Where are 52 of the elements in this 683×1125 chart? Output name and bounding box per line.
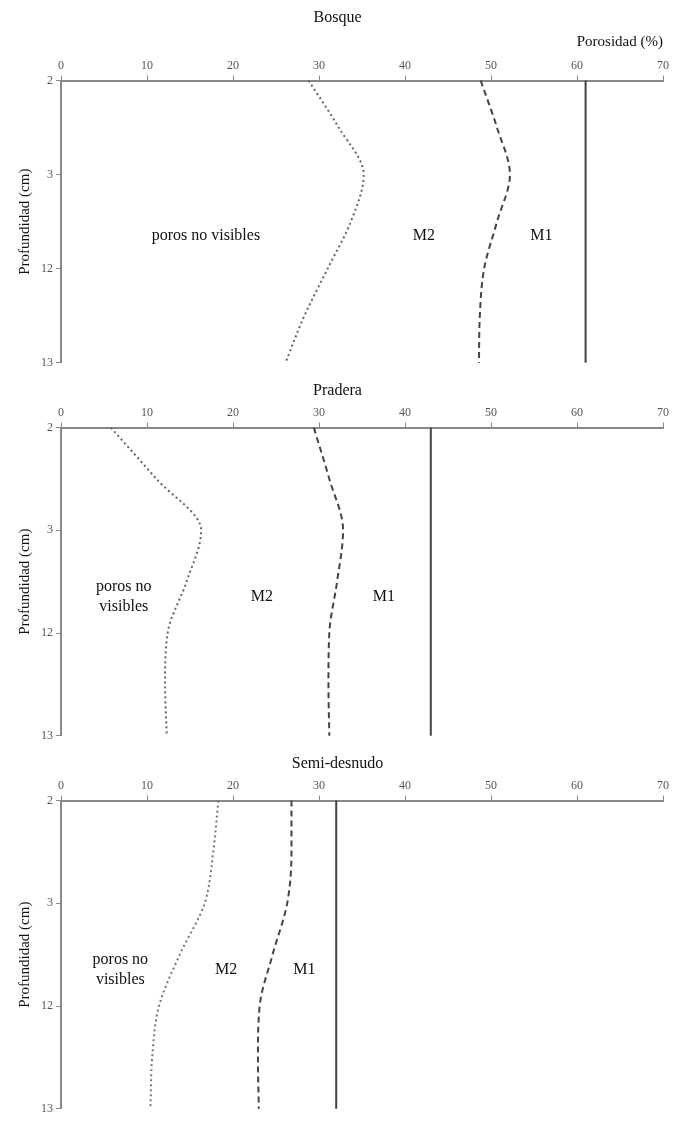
annotation: M2 [250, 587, 273, 605]
y-tick-label: 12 [41, 260, 53, 275]
y-tick-label: 3 [47, 166, 53, 181]
annotation: M1 [530, 226, 553, 244]
y-tick-label: 13 [41, 727, 53, 742]
x-tick-label: 60 [571, 777, 583, 792]
y-tick-label: 13 [41, 1100, 53, 1115]
annotation: poros no visibles [151, 226, 261, 245]
x-tick-label: 10 [141, 777, 153, 792]
x-tick-label: 0 [58, 777, 64, 792]
y-tick-label: 13 [41, 354, 53, 369]
y-axis-title: Profundidad (cm) [15, 528, 33, 635]
y-tick-label: 2 [47, 792, 53, 807]
y-tick-label: 12 [41, 625, 53, 640]
y-tick-label: 2 [47, 72, 53, 87]
x-tick-label: 40 [399, 777, 411, 792]
chart-title: Semi-desnudo [291, 753, 384, 771]
x-tick-label: 50 [485, 777, 497, 792]
annotation: poros no visibles [92, 950, 149, 988]
y-tick-label: 12 [41, 998, 53, 1013]
x-tick-label: 20 [227, 57, 239, 72]
x-tick-label: 30 [313, 777, 325, 792]
chart-title: Bosque [313, 7, 362, 26]
x-tick-label: 60 [571, 404, 583, 419]
x-tick-label: 50 [485, 404, 497, 419]
chart-title: Pradera [313, 380, 362, 398]
x-tick-label: 30 [313, 404, 325, 419]
x-tick-label: 20 [227, 404, 239, 419]
x-tick-label: 50 [485, 57, 497, 72]
x-tick-label: 20 [227, 777, 239, 792]
annotation: M2 [215, 960, 238, 978]
x-tick-label: 10 [141, 404, 153, 419]
y-axis-title: Profundidad (cm) [15, 168, 33, 275]
x-tick-label: 0 [58, 57, 64, 72]
x-axis-title: Porosidad (%) [576, 33, 663, 51]
x-tick-label: 0 [58, 404, 64, 419]
y-axis-title: Profundidad (cm) [15, 901, 33, 1008]
x-tick-label: 60 [571, 57, 583, 72]
x-tick-label: 40 [399, 57, 411, 72]
y-tick-label: 2 [47, 419, 53, 434]
annotation: poros no visibles [96, 577, 152, 615]
x-tick-label: 40 [399, 404, 411, 419]
x-tick-label: 10 [141, 57, 153, 72]
annotation: M2 [412, 226, 436, 244]
x-tick-label: 70 [657, 57, 669, 72]
annotation: M1 [372, 587, 396, 605]
x-tick-label: 30 [313, 57, 325, 72]
x-tick-label: 70 [657, 404, 669, 419]
y-tick-label: 3 [47, 522, 53, 537]
y-tick-label: 3 [47, 895, 53, 910]
x-tick-label: 70 [657, 777, 669, 792]
annotation: M1 [293, 960, 316, 978]
